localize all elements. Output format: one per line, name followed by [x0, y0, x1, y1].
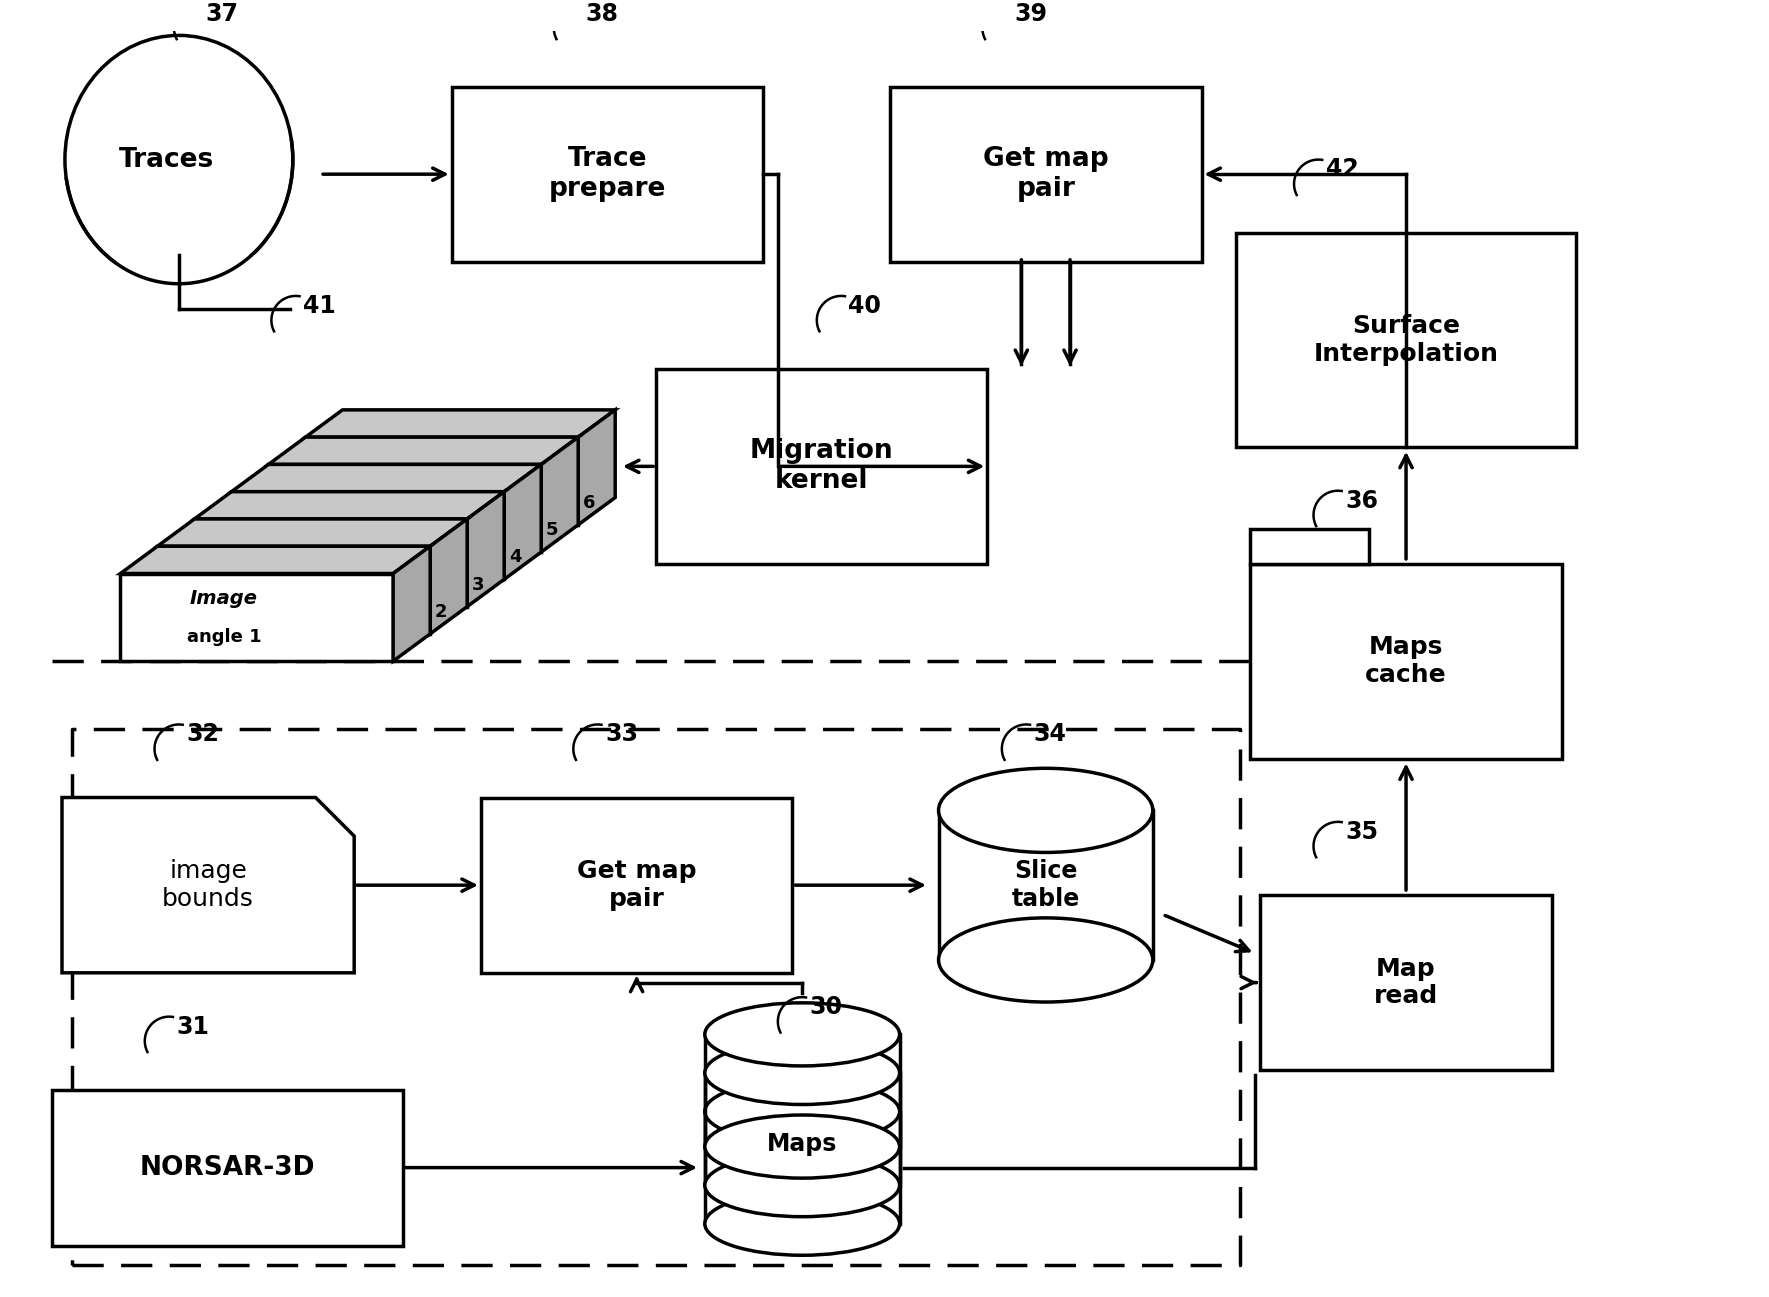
Text: Traces: Traces [119, 147, 214, 173]
Bar [451, 87, 762, 262]
Polygon shape [195, 492, 504, 519]
Bar [704, 1035, 900, 1147]
Text: 37: 37 [205, 1, 239, 26]
Bar [704, 1112, 900, 1223]
Polygon shape [504, 464, 541, 580]
Text: Migration
kernel: Migration kernel [750, 438, 893, 494]
Bar [53, 1089, 403, 1245]
Text: 41: 41 [302, 294, 336, 318]
Text: Get map
pair: Get map pair [577, 860, 697, 910]
Text: 32: 32 [186, 722, 219, 746]
Text: 33: 33 [605, 722, 639, 746]
Polygon shape [430, 519, 467, 634]
Bar [939, 811, 1153, 960]
Ellipse shape [65, 35, 294, 284]
Polygon shape [269, 437, 578, 464]
Text: Surface
Interpolation: Surface Interpolation [1314, 314, 1498, 366]
Text: image
bounds: image bounds [163, 860, 255, 910]
Ellipse shape [704, 1080, 900, 1143]
Ellipse shape [939, 768, 1153, 852]
Polygon shape [541, 437, 578, 553]
Polygon shape [232, 492, 504, 580]
Polygon shape [306, 437, 578, 525]
Text: 42: 42 [1325, 157, 1359, 182]
Polygon shape [62, 798, 354, 973]
Ellipse shape [704, 1115, 900, 1178]
Polygon shape [195, 519, 467, 607]
Text: 4: 4 [509, 549, 522, 567]
Text: 2: 2 [435, 603, 448, 621]
Text: 38: 38 [586, 1, 619, 26]
Polygon shape [120, 573, 393, 661]
Bar [1260, 895, 1551, 1070]
Ellipse shape [939, 918, 1153, 1003]
Text: 30: 30 [810, 995, 842, 1019]
Text: 34: 34 [1033, 722, 1067, 746]
Text: 6: 6 [584, 494, 596, 512]
Text: Map
read: Map read [1375, 957, 1438, 1009]
Ellipse shape [704, 1003, 900, 1066]
Polygon shape [232, 464, 541, 492]
Polygon shape [467, 492, 504, 607]
Text: 40: 40 [849, 294, 881, 318]
Polygon shape [269, 464, 541, 553]
Ellipse shape [704, 1041, 900, 1105]
Text: 35: 35 [1344, 820, 1378, 844]
Text: Maps: Maps [768, 1132, 837, 1157]
Text: Image: Image [189, 589, 258, 607]
Polygon shape [306, 410, 616, 437]
Text: Slice
table: Slice table [1012, 860, 1079, 910]
Polygon shape [157, 546, 430, 634]
Text: 39: 39 [1014, 1, 1047, 26]
Ellipse shape [704, 1153, 900, 1217]
Bar [656, 368, 987, 564]
Text: 5: 5 [547, 521, 559, 540]
Bar [1235, 232, 1576, 447]
Polygon shape [393, 546, 430, 661]
Text: Trace
prepare: Trace prepare [548, 147, 667, 202]
Text: 31: 31 [177, 1014, 209, 1039]
Text: 36: 36 [1344, 489, 1378, 512]
Text: Maps
cache: Maps cache [1366, 636, 1447, 687]
Text: 3: 3 [472, 576, 485, 594]
Polygon shape [157, 519, 467, 546]
Bar [1251, 564, 1562, 759]
Text: angle 1: angle 1 [188, 628, 262, 646]
Bar [704, 1073, 900, 1185]
Polygon shape [115, 254, 294, 335]
Polygon shape [120, 546, 430, 573]
Bar [481, 798, 793, 973]
Bar [1251, 529, 1369, 564]
Bar [890, 87, 1201, 262]
Polygon shape [578, 410, 616, 525]
Text: Get map
pair: Get map pair [984, 147, 1109, 202]
Text: NORSAR-3D: NORSAR-3D [140, 1154, 315, 1180]
Ellipse shape [704, 1192, 900, 1255]
